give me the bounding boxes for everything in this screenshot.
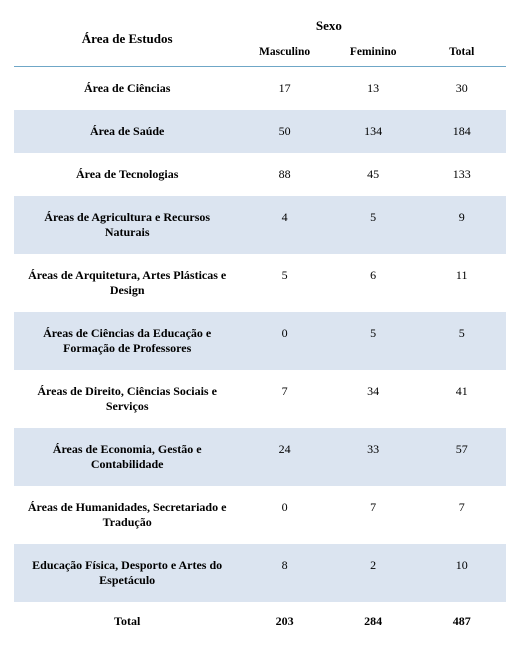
- table-row: Áreas de Direito, Ciências Sociais e Ser…: [14, 370, 506, 428]
- row-label: Área de Tecnologias: [14, 153, 240, 196]
- table-body: Área de Ciências171330Área de Saúde50134…: [14, 67, 506, 603]
- table-row: Área de Ciências171330: [14, 67, 506, 111]
- row-value-m: 0: [240, 486, 329, 544]
- row-label: Áreas de Economia, Gestão e Contabilidad…: [14, 428, 240, 486]
- header-label: Área de Estudos: [14, 8, 240, 66]
- row-value-t: 10: [417, 544, 506, 602]
- header-total: Total: [417, 8, 506, 66]
- row-value-m: 50: [240, 110, 329, 153]
- row-value-t: 41: [417, 370, 506, 428]
- row-value-m: 0: [240, 312, 329, 370]
- row-value-f: 134: [329, 110, 418, 153]
- table-row: Áreas de Economia, Gestão e Contabilidad…: [14, 428, 506, 486]
- row-value-f: 5: [329, 196, 418, 254]
- row-value-m: 8: [240, 544, 329, 602]
- header-group: Sexo: [240, 8, 417, 40]
- row-value-t: 184: [417, 110, 506, 153]
- row-label: Áreas de Agricultura e Recursos Naturais: [14, 196, 240, 254]
- row-value-t: 57: [417, 428, 506, 486]
- row-label: Áreas de Direito, Ciências Sociais e Ser…: [14, 370, 240, 428]
- row-value-f: 33: [329, 428, 418, 486]
- table-row: Áreas de Humanidades, Secretariado e Tra…: [14, 486, 506, 544]
- row-value-t: 7: [417, 486, 506, 544]
- row-value-m: 17: [240, 67, 329, 111]
- row-label: Áreas de Ciências da Educação e Formação…: [14, 312, 240, 370]
- data-table: Área de Estudos Sexo Total Masculino Fem…: [14, 8, 506, 637]
- row-value-m: 88: [240, 153, 329, 196]
- table-header: Área de Estudos Sexo Total Masculino Fem…: [14, 8, 506, 67]
- table-container: Área de Estudos Sexo Total Masculino Fem…: [0, 0, 520, 647]
- table-row: Área de Saúde50134184: [14, 110, 506, 153]
- row-value-f: 6: [329, 254, 418, 312]
- footer-total: 487: [417, 602, 506, 637]
- row-value-f: 13: [329, 67, 418, 111]
- row-value-t: 30: [417, 67, 506, 111]
- row-value-t: 9: [417, 196, 506, 254]
- row-value-f: 7: [329, 486, 418, 544]
- header-male: Masculino: [240, 40, 329, 66]
- table-row: Áreas de Arquitetura, Artes Plásticas e …: [14, 254, 506, 312]
- footer-female: 284: [329, 602, 418, 637]
- row-value-f: 2: [329, 544, 418, 602]
- table-row: Áreas de Agricultura e Recursos Naturais…: [14, 196, 506, 254]
- row-label: Educação Física, Desporto e Artes do Esp…: [14, 544, 240, 602]
- row-label: Áreas de Humanidades, Secretariado e Tra…: [14, 486, 240, 544]
- row-value-m: 7: [240, 370, 329, 428]
- row-value-f: 45: [329, 153, 418, 196]
- table-row: Educação Física, Desporto e Artes do Esp…: [14, 544, 506, 602]
- row-label: Área de Saúde: [14, 110, 240, 153]
- header-female: Feminino: [329, 40, 418, 66]
- row-value-m: 24: [240, 428, 329, 486]
- table-footer: Total 203 284 487: [14, 602, 506, 637]
- row-label: Área de Ciências: [14, 67, 240, 111]
- footer-male: 203: [240, 602, 329, 637]
- row-value-f: 5: [329, 312, 418, 370]
- row-value-t: 133: [417, 153, 506, 196]
- table-row: Área de Tecnologias8845133: [14, 153, 506, 196]
- row-value-m: 4: [240, 196, 329, 254]
- row-label: Áreas de Arquitetura, Artes Plásticas e …: [14, 254, 240, 312]
- table-row: Áreas de Ciências da Educação e Formação…: [14, 312, 506, 370]
- row-value-m: 5: [240, 254, 329, 312]
- row-value-f: 34: [329, 370, 418, 428]
- footer-label: Total: [14, 602, 240, 637]
- row-value-t: 11: [417, 254, 506, 312]
- row-value-t: 5: [417, 312, 506, 370]
